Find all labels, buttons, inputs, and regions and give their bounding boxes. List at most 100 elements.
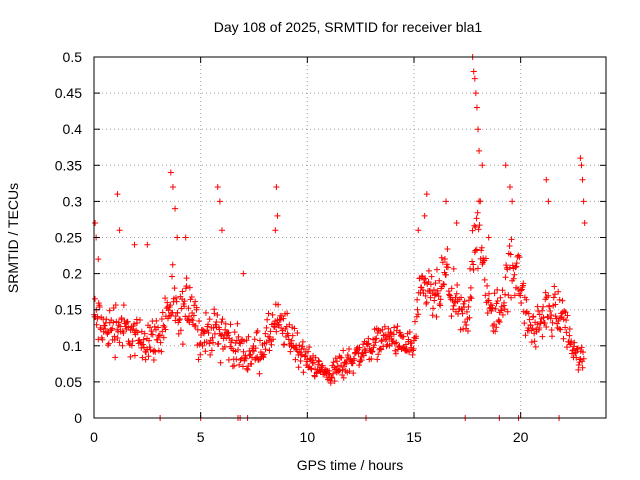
data-point [511, 271, 518, 278]
data-point [267, 328, 274, 335]
data-point [280, 341, 287, 348]
data-point [391, 324, 398, 331]
data-point [145, 337, 152, 344]
data-point [300, 369, 307, 376]
x-tick-label: 15 [406, 429, 422, 445]
data-point [476, 147, 483, 154]
data-point [169, 273, 176, 280]
data-point [219, 227, 225, 234]
data-point [304, 348, 311, 355]
data-point [429, 312, 436, 319]
data-point [276, 321, 283, 328]
data-point [441, 281, 448, 288]
data-point [214, 311, 221, 318]
data-point [529, 325, 536, 332]
data-point [506, 243, 513, 250]
data-point [491, 290, 498, 297]
data-point [164, 299, 171, 306]
data-point [495, 318, 502, 325]
data-point [218, 332, 225, 339]
data-point [438, 254, 445, 261]
data-point [297, 358, 304, 365]
data-point [536, 325, 543, 332]
data-point [465, 303, 472, 310]
data-point [167, 302, 174, 309]
data-point [446, 291, 453, 298]
data-point [188, 316, 195, 323]
data-point [549, 319, 556, 326]
data-point [189, 317, 196, 324]
data-point [206, 316, 213, 323]
data-point [269, 311, 276, 318]
data-point [301, 353, 308, 360]
data-point [371, 342, 378, 349]
data-point [421, 212, 428, 219]
data-point [463, 322, 470, 329]
data-point [501, 306, 508, 313]
data-point [563, 317, 570, 324]
data-point [494, 298, 501, 305]
data-point [543, 176, 550, 183]
data-point [453, 290, 460, 297]
x-tick-label: 5 [197, 429, 205, 445]
data-point [571, 339, 578, 346]
data-point [332, 355, 339, 362]
data-point [388, 330, 395, 337]
data-point [345, 345, 352, 352]
data-point [171, 285, 178, 292]
data-point [158, 315, 165, 322]
data-point [574, 345, 581, 352]
data-point [195, 356, 202, 363]
data-point [356, 362, 363, 369]
data-point [131, 321, 138, 328]
data-point [499, 311, 506, 318]
data-point [473, 215, 480, 222]
data-point [183, 283, 190, 290]
data-point [540, 303, 547, 310]
data-point [503, 262, 510, 269]
data-point [183, 275, 190, 282]
data-point [436, 277, 443, 284]
data-point [439, 259, 446, 266]
data-point [161, 324, 168, 331]
data-point [364, 341, 371, 348]
data-point [176, 316, 183, 323]
data-point [240, 338, 247, 345]
data-point [374, 356, 381, 363]
data-point [434, 290, 441, 297]
data-point [192, 298, 199, 305]
data-point [103, 316, 110, 323]
data-point [550, 294, 557, 301]
data-point [227, 321, 234, 328]
data-point [433, 313, 440, 320]
data-point [561, 308, 568, 315]
data-point [577, 155, 584, 162]
data-point [109, 325, 116, 332]
data-point [123, 320, 130, 327]
data-point [452, 294, 459, 301]
data-point [478, 244, 485, 251]
data-point [552, 313, 559, 320]
data-point [300, 345, 307, 352]
data-point [169, 183, 176, 190]
data-point [334, 363, 341, 370]
data-point [467, 265, 474, 272]
data-point [442, 271, 449, 278]
data-point [140, 336, 147, 343]
data-point [264, 316, 271, 323]
data-point [579, 364, 586, 371]
data-point [234, 320, 241, 327]
data-point [580, 349, 587, 356]
data-point [173, 298, 180, 305]
y-tick-label: 0.4 [63, 121, 83, 137]
data-point [136, 316, 143, 323]
data-point [536, 311, 543, 318]
x-tick-label: 0 [90, 429, 98, 445]
data-point [382, 336, 389, 343]
data-point [93, 321, 100, 328]
data-point [251, 336, 258, 343]
data-point [432, 280, 439, 287]
data-point [273, 328, 280, 335]
data-point [273, 183, 280, 190]
data-point [476, 222, 483, 229]
